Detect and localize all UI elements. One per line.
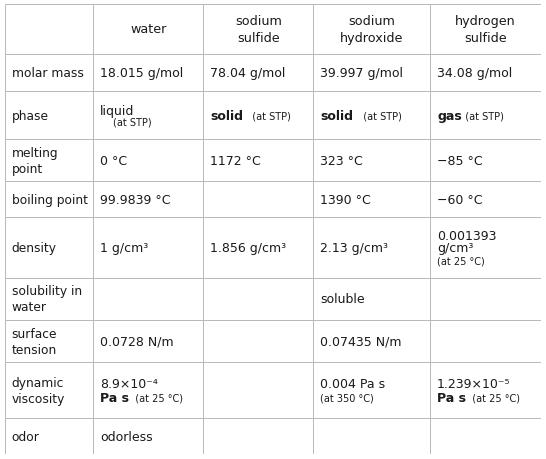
Text: (at STP): (at STP)	[459, 111, 504, 121]
Text: hydrogen
sulfide: hydrogen sulfide	[455, 15, 516, 45]
Text: melting
point: melting point	[11, 146, 58, 175]
Text: liquid: liquid	[100, 104, 134, 118]
Text: 99.9839 °C: 99.9839 °C	[100, 193, 170, 206]
Text: 1.239×10⁻⁵: 1.239×10⁻⁵	[437, 377, 511, 390]
Text: 39.997 g/mol: 39.997 g/mol	[321, 67, 403, 80]
Text: solubility in
water: solubility in water	[11, 285, 82, 313]
Text: Pa s: Pa s	[100, 392, 129, 404]
Text: water: water	[130, 23, 167, 36]
Text: 1172 °C: 1172 °C	[210, 154, 260, 168]
Text: −85 °C: −85 °C	[437, 154, 483, 168]
Text: soluble: soluble	[321, 293, 365, 306]
Text: 1390 °C: 1390 °C	[321, 193, 371, 206]
Text: gas: gas	[437, 110, 462, 123]
Text: g/cm³: g/cm³	[437, 241, 473, 254]
Text: (at 25 °C): (at 25 °C)	[437, 256, 485, 266]
Text: phase: phase	[11, 110, 49, 123]
Text: 0 °C: 0 °C	[100, 154, 127, 168]
Text: 8.9×10⁻⁴: 8.9×10⁻⁴	[100, 377, 158, 390]
Text: surface
tension: surface tension	[11, 327, 57, 356]
Text: density: density	[11, 241, 57, 254]
Text: 323 °C: 323 °C	[321, 154, 363, 168]
Text: 78.04 g/mol: 78.04 g/mol	[210, 67, 286, 80]
Text: sodium
sulfide: sodium sulfide	[235, 15, 282, 45]
Text: (at STP): (at STP)	[246, 111, 291, 121]
Text: 0.07435 N/m: 0.07435 N/m	[321, 335, 402, 348]
Text: 0.004 Pa s: 0.004 Pa s	[321, 377, 385, 390]
Text: 0.0728 N/m: 0.0728 N/m	[100, 335, 174, 348]
Text: dynamic
viscosity: dynamic viscosity	[11, 376, 65, 405]
Text: −60 °C: −60 °C	[437, 193, 483, 206]
Text: 0.001393: 0.001393	[437, 229, 496, 242]
Text: 1.856 g/cm³: 1.856 g/cm³	[210, 241, 286, 254]
Text: odor: odor	[11, 430, 39, 443]
Text: boiling point: boiling point	[11, 193, 87, 206]
Text: solid: solid	[210, 110, 243, 123]
Text: 2.13 g/cm³: 2.13 g/cm³	[321, 241, 388, 254]
Text: odorless: odorless	[100, 430, 152, 443]
Text: solid: solid	[321, 110, 353, 123]
Text: (at 25 °C): (at 25 °C)	[129, 393, 183, 403]
Text: (at 350 °C): (at 350 °C)	[321, 393, 374, 403]
Text: (at STP): (at STP)	[357, 111, 401, 121]
Text: 34.08 g/mol: 34.08 g/mol	[437, 67, 512, 80]
Text: Pa s: Pa s	[437, 392, 466, 404]
Text: (at STP): (at STP)	[113, 117, 152, 127]
Text: molar mass: molar mass	[11, 67, 84, 80]
Text: 18.015 g/mol: 18.015 g/mol	[100, 67, 183, 80]
Text: (at 25 °C): (at 25 °C)	[466, 393, 520, 403]
Text: sodium
hydroxide: sodium hydroxide	[340, 15, 403, 45]
Text: 1 g/cm³: 1 g/cm³	[100, 241, 148, 254]
